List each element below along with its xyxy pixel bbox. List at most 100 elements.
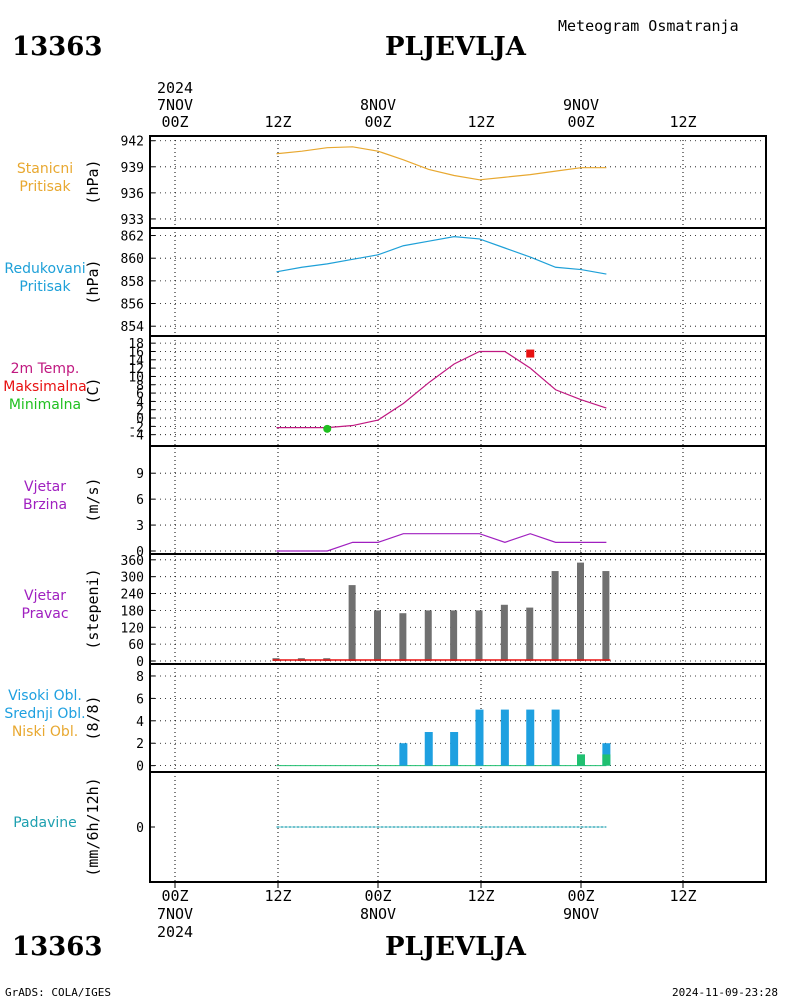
panel-unit-5: (8/8) [84, 695, 102, 740]
date-bottom-0: 7NOV [157, 905, 193, 923]
tmax-marker-0 [526, 349, 535, 358]
ytick-2-0: -4 [128, 429, 144, 444]
tick-bottom-4: 00Z [567, 887, 594, 905]
ytick-6-0: 0 [136, 821, 144, 836]
panel-frame-4 [149, 553, 767, 665]
date-top-1: 8NOV [360, 96, 396, 114]
ytick-0-1: 936 [121, 187, 144, 202]
station-id: 13363 [12, 32, 102, 62]
date-bottom-1: 8NOV [360, 905, 396, 923]
ytick-1-4: 862 [121, 230, 144, 245]
ytick-1-0: 854 [121, 320, 145, 335]
wind-dir-bar-9 [500, 604, 508, 661]
date-top-2: 9NOV [563, 96, 599, 114]
meteogram-title: Meteogram Osmatranja [558, 17, 739, 35]
tick-top-3: 12Z [467, 113, 494, 131]
wind-dir-bar-6 [424, 610, 432, 661]
date-top-0: 7NOV [157, 96, 193, 114]
ytick-2-5: 6 [136, 387, 144, 402]
tick-top-2: 00Z [364, 113, 391, 131]
cloud-bar-0-0 [399, 743, 408, 766]
ytick-3-1: 3 [136, 519, 144, 534]
ytick-2-11: 18 [128, 337, 144, 352]
wind-dir-bar-4 [374, 610, 381, 661]
panel-unit-2: (C) [84, 377, 102, 404]
panel-label-6-0: Padavine [13, 815, 77, 831]
panel-frame-1 [149, 227, 767, 337]
timestamp: 2024-11-09-23:28 [672, 986, 778, 999]
panel-unit-0: (hPa) [84, 159, 102, 204]
tick-bottom-1: 12Z [264, 887, 291, 905]
ytick-0-0: 933 [121, 213, 144, 228]
panel-label-4-1: Pravac [21, 606, 68, 622]
ytick-2-6: 8 [136, 379, 144, 394]
panel-label-5-0: Visoki Obl. [8, 688, 82, 704]
panel-label-0-1: Pritisak [19, 179, 71, 195]
ytick-3-0: 0 [136, 545, 144, 560]
panel-label-3-1: Brzina [23, 497, 67, 513]
panel-unit-6: (mm/6h/12h) [84, 777, 102, 876]
cloud-bar-0-4 [500, 709, 509, 766]
cloud-bar-0-6 [551, 709, 560, 766]
panel-label-2-0: 2m Temp. [11, 361, 80, 377]
ytick-2-8: 12 [128, 362, 144, 377]
wind-dir-bar-5 [399, 613, 407, 661]
ytick-2-4: 4 [136, 395, 144, 410]
panel-label-2-2: Minimalna [9, 397, 81, 413]
panel-unit-1: (hPa) [84, 259, 102, 304]
ytick-5-1: 2 [136, 737, 144, 752]
panel-label-1-1: Pritisak [19, 279, 71, 295]
ytick-1-1: 856 [121, 298, 144, 313]
wind-dir-bar-11 [551, 571, 559, 661]
station-name: PLJEVLJA [385, 32, 527, 62]
ytick-2-1: -2 [128, 420, 144, 435]
cloud-bar-1-1 [577, 754, 585, 766]
ytick-2-10: 16 [128, 345, 144, 360]
year-bottom: 2024 [157, 923, 193, 941]
ytick-5-2: 4 [136, 715, 144, 730]
cloud-bar-0-1 [424, 732, 433, 766]
ytick-0-2: 939 [121, 161, 144, 176]
ytick-0-3: 942 [121, 135, 144, 150]
wind-dir-bar-8 [475, 610, 483, 661]
cloud-bar-0-3 [475, 709, 484, 766]
ytick-5-3: 6 [136, 692, 144, 707]
station-name-footer: PLJEVLJA [385, 932, 527, 962]
ytick-2-7: 10 [128, 370, 144, 385]
ytick-3-2: 6 [136, 493, 144, 508]
ytick-5-4: 8 [136, 670, 144, 685]
panel-frame-2 [149, 335, 767, 447]
tick-bottom-5: 12Z [669, 887, 696, 905]
cloud-bar-0-5 [526, 709, 535, 766]
ytick-2-9: 14 [128, 354, 144, 369]
year-top: 2024 [157, 79, 193, 97]
wind-dir-bar-3 [348, 585, 356, 661]
ytick-4-6: 360 [121, 554, 144, 569]
ytick-4-0: 0 [136, 655, 144, 670]
panel-label-3-0: Vjetar [24, 479, 66, 495]
ytick-4-3: 180 [121, 604, 144, 619]
panel-frame-3 [149, 445, 767, 555]
tmin-marker-0 [323, 424, 332, 433]
tick-top-1: 12Z [264, 113, 291, 131]
series-line-1-0 [276, 236, 607, 275]
ytick-4-5: 300 [121, 571, 144, 586]
panel-label-5-2: Niski Obl. [12, 724, 78, 740]
wind-dir-bar-12 [577, 562, 584, 661]
cloud-bar-1-2 [602, 754, 611, 766]
ytick-4-4: 240 [121, 588, 144, 603]
tick-top-4: 00Z [567, 113, 594, 131]
panel-label-4-0: Vjetar [24, 588, 66, 604]
series-line-2-0 [276, 350, 607, 429]
tick-top-0: 00Z [161, 113, 188, 131]
panel-frame-0 [149, 135, 767, 229]
panel-label-2-1: Maksimalna [3, 379, 87, 395]
ytick-1-3: 860 [121, 252, 144, 267]
tick-bottom-3: 12Z [467, 887, 494, 905]
ytick-3-3: 9 [136, 467, 144, 482]
panel-label-0-0: Stanicni [17, 161, 73, 177]
ytick-2-3: 2 [136, 404, 144, 419]
panel-label-1-0: Redukovani [4, 261, 85, 277]
panel-label-5-1: Srednji Obl. [4, 706, 85, 722]
